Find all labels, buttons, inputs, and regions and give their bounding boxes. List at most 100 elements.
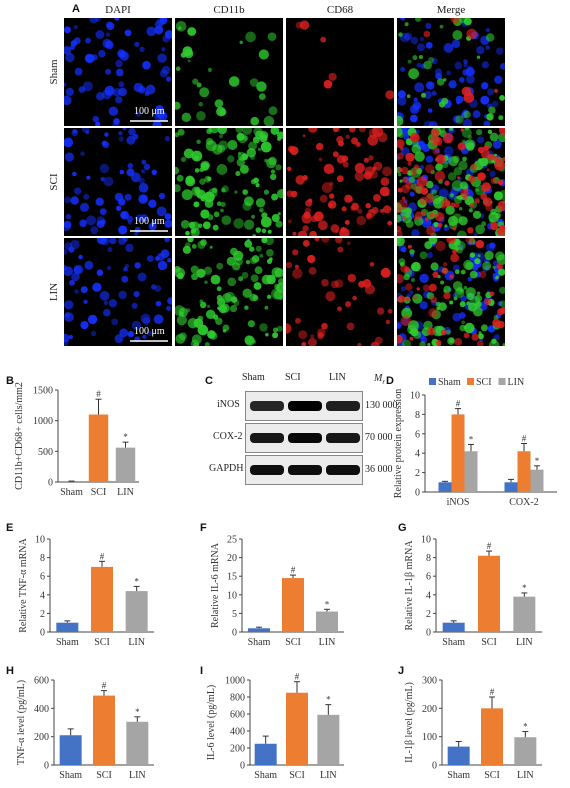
wb-mr-cox2: 70 000: [365, 432, 393, 443]
scale-bar-label: 100 μm: [134, 216, 165, 227]
y-tick-label: 8: [426, 553, 431, 564]
y-tick-label: 400: [230, 727, 245, 738]
bar: [282, 578, 304, 632]
y-tick-label: 200: [422, 704, 437, 715]
y-tick-label: 0: [240, 761, 245, 772]
wb-band: [288, 433, 322, 443]
wb-protein-gapdh: GAPDH: [209, 463, 244, 474]
significance-marker: #: [522, 434, 527, 444]
y-tick-label: 10: [410, 391, 420, 402]
wb-lane-lin: LIN: [329, 372, 346, 383]
wb-blot-inos: [245, 391, 363, 421]
wb-mr-inos: 130 000: [365, 400, 398, 411]
bar: [88, 414, 109, 482]
row-label-sci: SCI: [48, 173, 60, 191]
legend-swatch: [498, 378, 506, 385]
wb-blot-gapdh: [245, 455, 363, 485]
y-tick-label: 1000: [33, 416, 53, 427]
y-tick-label: 0: [40, 628, 45, 639]
bar: [248, 628, 270, 632]
micrograph-sham-dapi: 100 μm: [64, 18, 172, 126]
x-tick-label: Sham: [56, 637, 79, 648]
y-axis-label: Relative protein expression: [393, 389, 404, 498]
chart-f: 0 5 10 15 20 25 Relative IL-6 mRNA Sham # SCI * LIN: [200, 525, 350, 655]
y-tick-label: 0: [48, 478, 53, 489]
y-axis-label: TNF-α level (pg/mL): [16, 680, 27, 765]
bar: [254, 743, 277, 765]
y-tick-label: 6: [415, 429, 420, 440]
chart-i: 0 200 400 600 800 1000 IL-6 level (pg/mL) Sham #…: [200, 668, 350, 788]
micrograph-sham-cd68: [286, 18, 394, 126]
y-tick-label: 6: [40, 572, 45, 583]
significance-marker: #: [102, 681, 107, 691]
significance-marker: #: [487, 541, 492, 551]
panel-label-c: C: [205, 375, 213, 387]
wb-band: [326, 433, 360, 443]
significance-marker: #: [96, 389, 101, 399]
bar: [464, 451, 478, 492]
x-tick-label: Sham: [442, 637, 465, 648]
y-tick-label: 20: [227, 553, 237, 564]
bar: [442, 622, 465, 632]
chart-b: 0 500 1000 1500 CD11b+CD68+ cells/mm2 Sham # SC…: [10, 380, 145, 505]
y-tick-label: 15: [227, 572, 237, 583]
bar: [125, 591, 148, 632]
wb-band: [326, 465, 360, 475]
bar: [513, 596, 536, 632]
chart-j: 0 100 200 300 IL-1β level (pg/mL) Sham # SCI * LI…: [398, 668, 548, 788]
scale-bar-label: 100 μm: [134, 106, 165, 117]
y-tick-label: 2: [426, 609, 431, 620]
bar: [447, 746, 470, 765]
x-tick-label: iNOS: [447, 497, 470, 508]
legend-label: LIN: [508, 377, 525, 388]
y-tick-label: 4: [415, 449, 420, 460]
wb-blot-cox2: [245, 423, 363, 453]
micrograph-sci-merge: [397, 128, 505, 236]
x-tick-label: Sham: [59, 770, 82, 781]
wb-lane-sham: Sham: [242, 372, 265, 383]
y-tick-label: 10: [421, 535, 431, 546]
x-tick-label: SCI: [481, 637, 497, 648]
chart-g: 0 2 4 6 8 10 Relative IL-1β mRNA Sham # SCI * LIN: [398, 525, 548, 655]
column-title-dapi: DAPI: [105, 4, 131, 16]
bar: [93, 695, 115, 765]
significance-marker: *: [123, 432, 128, 442]
wb-mr-label: Mr: [374, 373, 386, 386]
x-tick-label: SCI: [484, 770, 500, 781]
y-tick-label: 0: [232, 628, 237, 639]
x-tick-label: Sham: [447, 770, 470, 781]
y-tick-label: 100: [422, 732, 437, 743]
y-tick-label: 2: [40, 609, 45, 620]
x-tick-label: Sham: [248, 637, 271, 648]
bar: [115, 447, 136, 482]
x-tick-label: LIN: [319, 637, 336, 648]
x-tick-label: LIN: [128, 637, 145, 648]
y-tick-label: 200: [34, 732, 49, 743]
panel-label-i: I: [200, 665, 204, 677]
x-tick-label: SCI: [289, 770, 305, 781]
wb-band: [250, 433, 284, 443]
x-tick-label: SCI: [94, 637, 110, 648]
y-tick-label: 600: [34, 676, 49, 687]
wb-mr-gapdh: 36 000: [365, 464, 393, 475]
row-label-lin: LIN: [48, 282, 60, 302]
bar: [56, 622, 79, 632]
x-tick-label: SCI: [285, 637, 301, 648]
micrograph-sci-cd68: [286, 128, 394, 236]
column-title-cd11b: CD11b: [213, 4, 245, 16]
wb-protein-inos: iNOS: [217, 399, 240, 410]
y-tick-label: 600: [230, 710, 245, 721]
chart-d: 0 2 4 6 8 10 Relative protein expression # * iNOS…: [385, 375, 563, 515]
y-tick-label: 8: [415, 410, 420, 421]
micrograph-lin-cd11b: [175, 238, 283, 346]
bar: [91, 566, 113, 632]
panel-label-b: B: [6, 375, 14, 387]
significance-marker: #: [100, 551, 105, 561]
micrograph-sci-cd11b: [175, 128, 283, 236]
significance-marker: #: [291, 565, 296, 575]
bar: [504, 482, 518, 492]
wb-protein-cox2: COX-2: [213, 431, 243, 442]
y-tick-label: 1000: [225, 676, 245, 687]
y-tick-label: 0: [44, 761, 49, 772]
wb-band: [288, 465, 322, 475]
